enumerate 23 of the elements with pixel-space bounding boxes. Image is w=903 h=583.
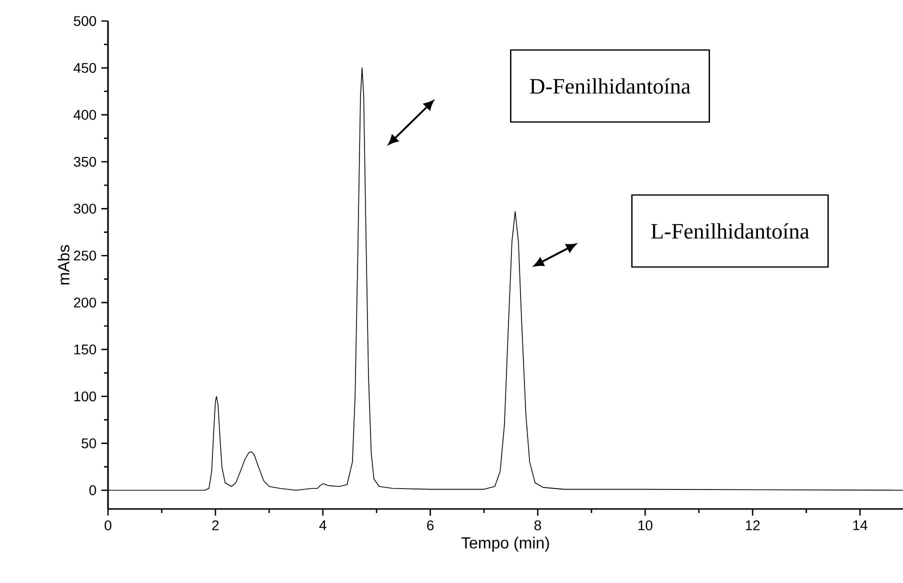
y-tick-label: 400 [74,110,96,120]
x-tick-label: 2 [212,520,219,530]
x-axis-title: Tempo (min) [461,536,549,552]
y-tick-label: 250 [74,250,96,261]
x-tick-label: 0 [104,520,112,530]
y-tick-label: 50 [82,438,96,448]
y-tick-label: 150 [74,344,96,354]
y-axis-title: mAbs [58,245,70,284]
y-tick-label: 450 [74,62,96,73]
x-tick-label: 10 [638,520,652,530]
y-tick-label: 300 [74,204,96,214]
x-tick-label: 8 [534,520,542,530]
x-tick-label: 14 [853,520,868,530]
x-tick-label: 6 [427,520,434,530]
y-tick-label: 100 [74,391,96,402]
y-tick-label: 0 [89,485,96,496]
y-tick-label: 200 [74,298,96,308]
y-tick-label: 350 [74,156,96,167]
annotation: L-Fenilhidantoína [651,223,810,239]
x-tick-label: 4 [319,520,326,530]
x-tick-label: 12 [746,520,760,530]
annotation: D-Fenilhidantoína [530,78,690,94]
y-tick-label: 500 [74,16,96,26]
